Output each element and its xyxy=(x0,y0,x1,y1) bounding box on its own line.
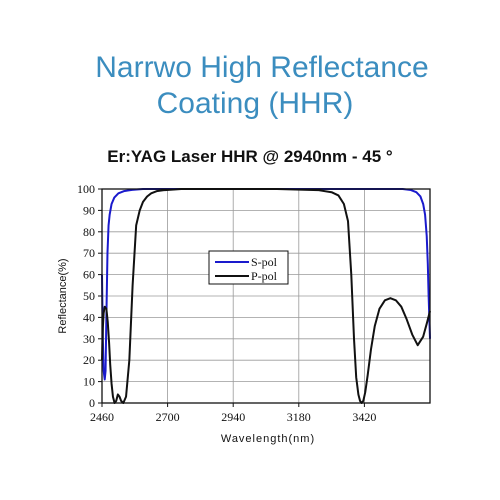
y-tick-label: 10 xyxy=(83,375,95,389)
y-tick-label: 80 xyxy=(83,225,95,239)
x-tick-label: 2460 xyxy=(90,410,114,424)
y-axis-label: Reflectance(%) xyxy=(57,258,69,333)
y-tick-label: 30 xyxy=(83,332,95,346)
page-title-line1: Narrwo High Reflectance xyxy=(95,51,429,84)
x-axis-label: Wavelength(nm) xyxy=(221,433,315,445)
x-tick-labels: 2460 2700 2940 3180 3420 xyxy=(90,410,376,424)
y-tick-label: 50 xyxy=(83,289,95,303)
x-tick-label: 3420 xyxy=(352,410,376,424)
y-tick-label: 0 xyxy=(89,396,95,410)
y-tick-label: 70 xyxy=(83,246,95,260)
y-tick-label: 20 xyxy=(83,353,95,367)
chart-title: Er:YAG Laser HHR @ 2940nm - 45 ° xyxy=(107,147,393,166)
legend-p-pol-label: P-pol xyxy=(251,269,278,283)
plot-frame xyxy=(98,188,431,407)
y-tick-labels: 0 10 20 30 40 50 60 70 80 90 100 xyxy=(77,182,95,410)
grid-lines xyxy=(101,188,431,404)
y-tick-label: 100 xyxy=(77,182,95,196)
y-tick-label: 60 xyxy=(83,268,95,282)
y-tick-label: 40 xyxy=(83,310,95,324)
legend: S-pol P-pol xyxy=(208,250,289,285)
y-tick-label: 90 xyxy=(83,203,95,217)
x-tick-label: 2700 xyxy=(156,410,180,424)
x-tick-label: 2940 xyxy=(221,410,245,424)
legend-box xyxy=(208,250,289,285)
x-tick-label: 3180 xyxy=(287,410,311,424)
legend-s-pol-label: S-pol xyxy=(251,255,278,269)
page-title-line2: Coating (HHR) xyxy=(156,87,354,120)
